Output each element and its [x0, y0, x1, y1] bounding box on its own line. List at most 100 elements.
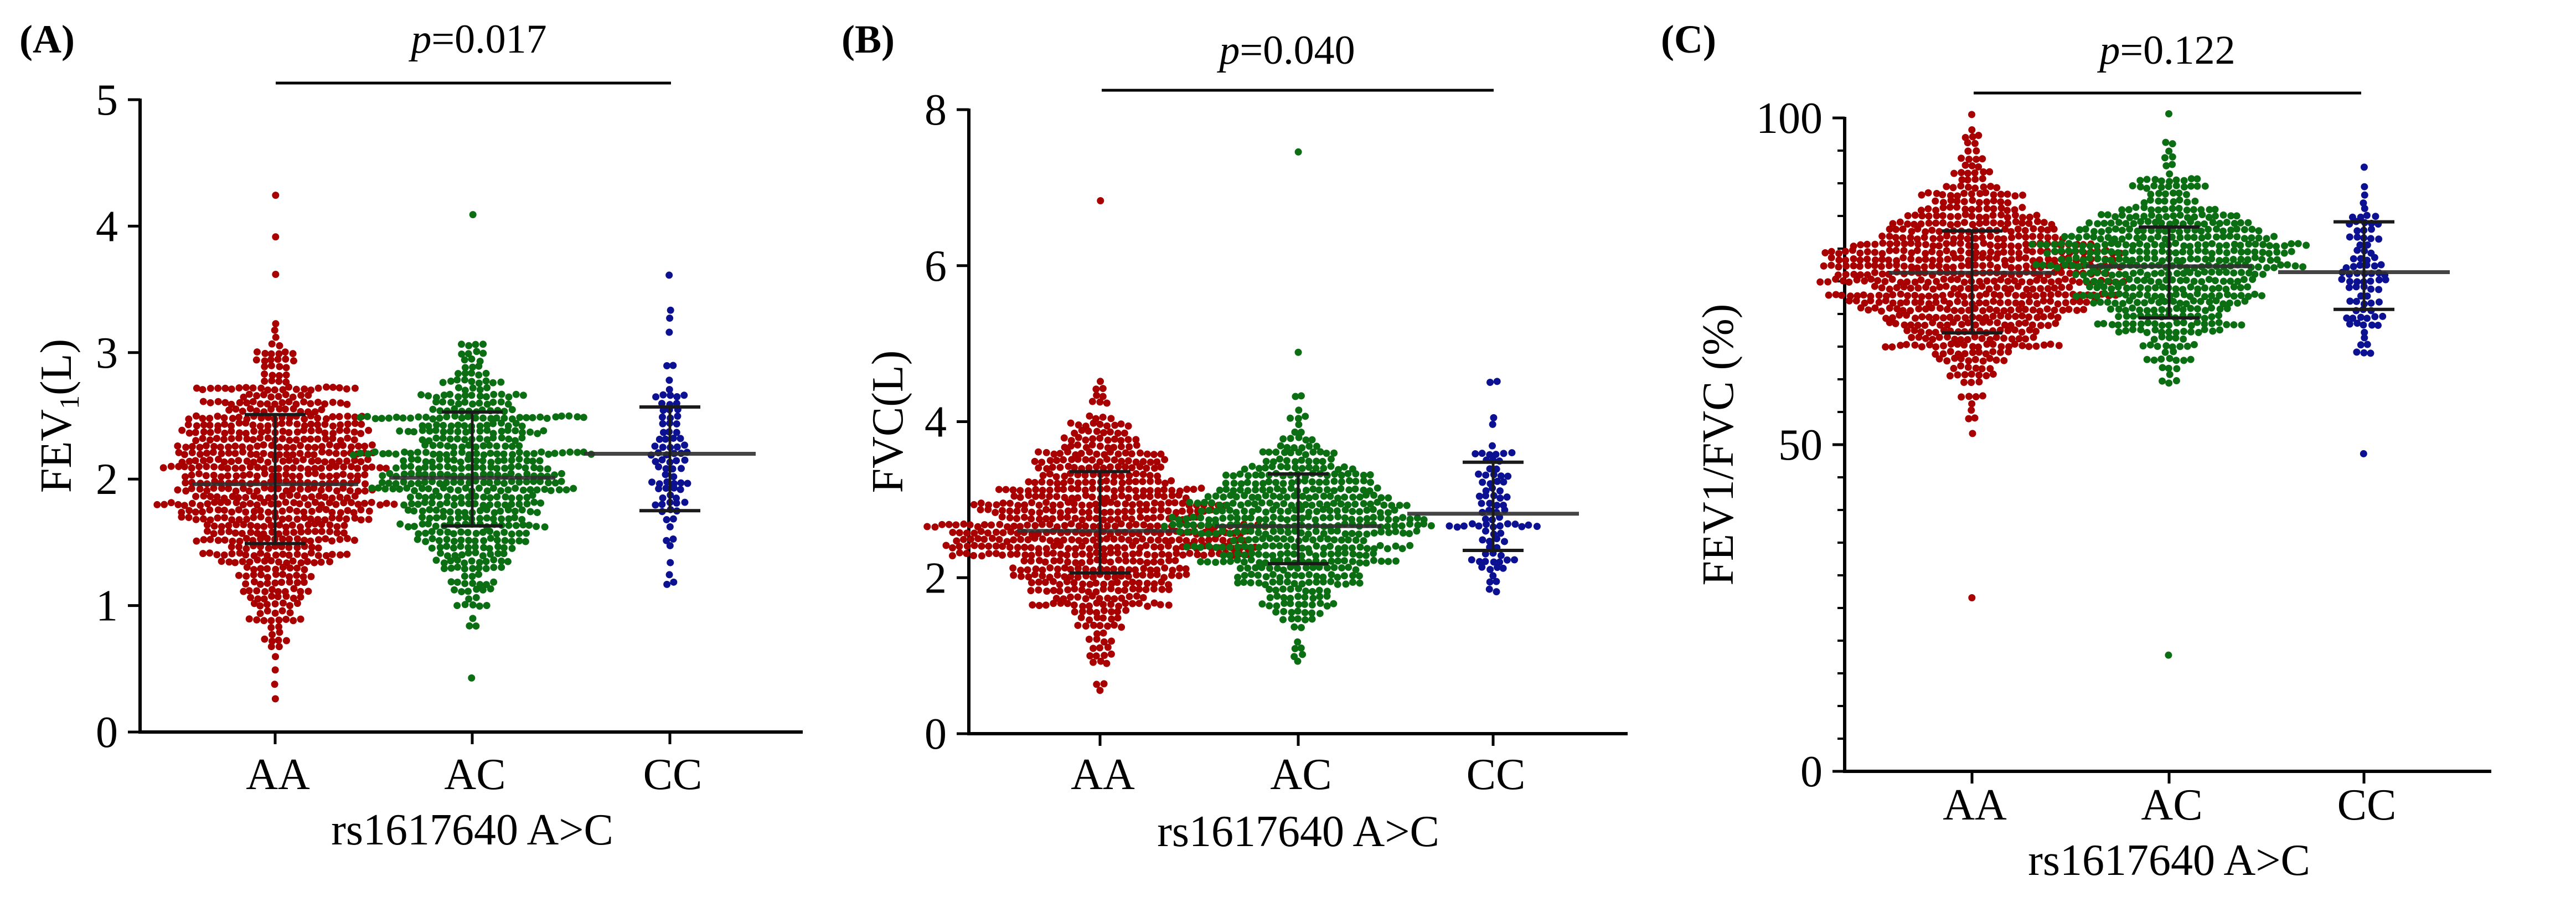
data-point [1031, 571, 1039, 579]
data-point [229, 493, 236, 501]
data-point [1997, 204, 2005, 212]
data-point [422, 458, 430, 466]
data-point [1496, 487, 1504, 495]
data-point [1237, 536, 1245, 544]
data-point [2259, 249, 2267, 256]
data-point [1871, 269, 1878, 276]
data-point [497, 398, 505, 406]
data-point [1302, 436, 1310, 444]
data-point [1918, 343, 1925, 351]
data-point [1122, 449, 1129, 457]
data-point [1309, 564, 1317, 571]
data-point [1497, 529, 1505, 537]
data-point [1124, 457, 1132, 465]
data-point [2190, 277, 2198, 285]
data-point [458, 341, 466, 348]
data-point [1100, 551, 1108, 559]
data-point [493, 442, 500, 450]
data-point [235, 414, 243, 421]
data-point [285, 429, 293, 436]
data-point [1035, 586, 1042, 594]
data-point [1879, 239, 1887, 247]
data-point [1063, 578, 1071, 585]
data-point [200, 428, 208, 436]
data-point [229, 415, 236, 422]
data-point [2161, 228, 2169, 235]
data-point [1036, 509, 1044, 517]
data-point [285, 544, 293, 552]
data-point [272, 192, 280, 199]
data-point [2129, 320, 2137, 328]
data-point [453, 376, 461, 384]
data-point [268, 592, 276, 600]
data-point [1093, 630, 1101, 638]
data-point [1165, 556, 1173, 564]
data-point [1135, 585, 1143, 593]
data-point [1222, 480, 1230, 487]
data-point [1969, 343, 1976, 351]
data-point [357, 458, 365, 466]
data-point [2255, 234, 2263, 242]
data-point [1056, 581, 1064, 589]
data-point [1010, 571, 1018, 579]
data-point [256, 456, 264, 464]
data-point [1943, 247, 1950, 255]
data-point [1897, 342, 1904, 349]
data-point [1939, 191, 1947, 199]
data-point [1925, 329, 1933, 337]
data-point [2065, 306, 2073, 313]
data-point [2147, 206, 2155, 214]
data-point [2108, 248, 2115, 256]
data-point [1154, 477, 1162, 485]
data-point [2101, 269, 2109, 277]
data-point [2100, 219, 2108, 227]
data-point [1077, 450, 1085, 457]
data-point [1886, 304, 1893, 312]
data-point [1090, 645, 1097, 652]
data-point [238, 529, 246, 537]
data-point [1219, 514, 1227, 522]
data-point [493, 530, 500, 538]
data-point [551, 450, 559, 457]
data-point [1082, 537, 1090, 545]
data-point [1111, 421, 1119, 429]
data-point [1937, 321, 1944, 329]
data-point [1161, 480, 1169, 487]
data-point [199, 415, 207, 422]
data-point [1035, 578, 1042, 586]
data-point [1114, 608, 1122, 616]
data-point [2118, 235, 2126, 243]
data-point [404, 523, 412, 530]
data-point [2165, 651, 2172, 659]
data-point [2187, 218, 2195, 225]
data-point [2132, 203, 2140, 211]
data-point [1925, 313, 1933, 321]
data-point [1960, 378, 1968, 386]
data-point [278, 607, 286, 615]
data-point [1968, 111, 1976, 118]
data-point [2015, 232, 2022, 240]
data-point [343, 427, 351, 435]
data-point [662, 471, 669, 478]
data-point [1204, 493, 1212, 501]
data-point [1489, 442, 1496, 450]
data-point [995, 535, 1003, 543]
data-point [2213, 225, 2221, 233]
data-point [1017, 573, 1025, 580]
data-point [2004, 190, 2011, 198]
data-point [2267, 256, 2274, 264]
data-point [1377, 514, 1385, 522]
data-point [1205, 507, 1213, 514]
data-point [1020, 513, 1028, 521]
data-point [1877, 262, 1885, 270]
data-point [1074, 485, 1082, 493]
data-point [1295, 406, 1303, 414]
data-point [1227, 492, 1235, 499]
data-point [275, 465, 282, 472]
data-point [2097, 298, 2104, 306]
data-point [1989, 370, 1997, 378]
data-point [446, 486, 454, 493]
data-point [1093, 391, 1101, 399]
data-point [2215, 269, 2223, 276]
data-point [1978, 282, 1986, 290]
